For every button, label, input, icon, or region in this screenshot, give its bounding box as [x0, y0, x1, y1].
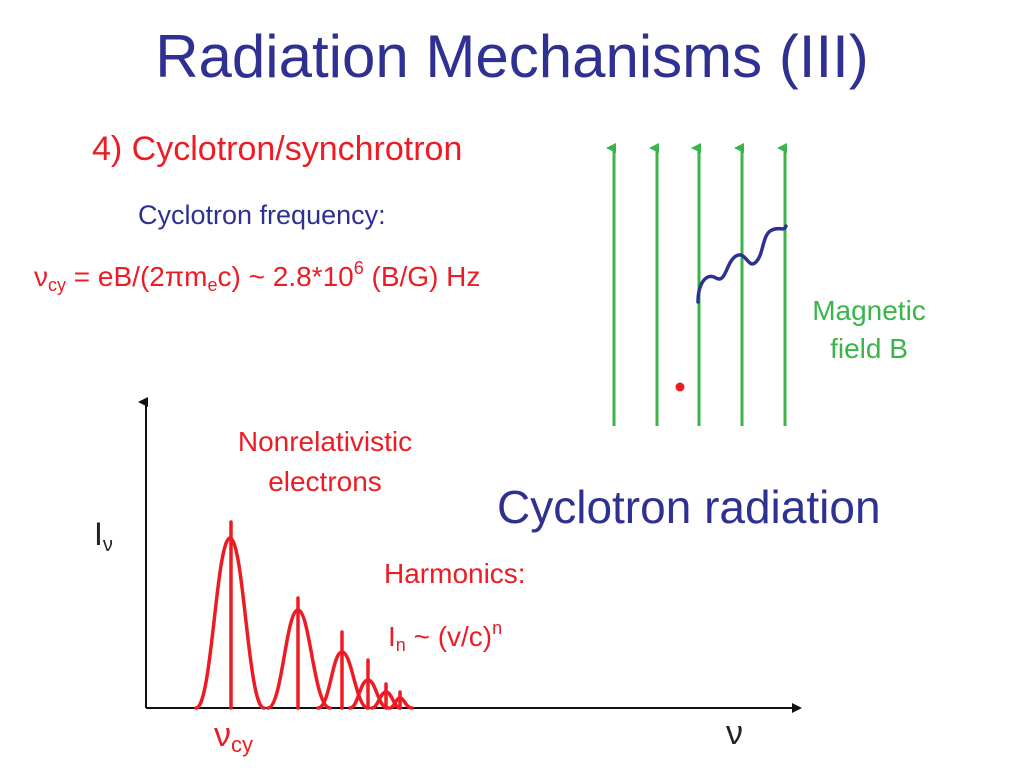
cyclotron-frequency-label: Cyclotron frequency: — [138, 200, 386, 230]
harmonics-exponent: n — [492, 618, 503, 638]
formula-nu-sub: cy — [48, 275, 66, 295]
harmonics-law: In ~ (v/c)n — [388, 618, 502, 656]
harmonics-i-sub: n — [395, 635, 406, 655]
x-axis-cyclotron-sub: cy — [231, 732, 253, 757]
nonrelativistic-electrons-label: Nonrelativistic electrons — [237, 426, 413, 497]
y-axis-label-main: I — [94, 516, 103, 552]
formula-exponent: 6 — [353, 258, 364, 278]
section-heading: 4) Cyclotron/synchrotron — [92, 130, 463, 168]
formula-pi: π — [164, 261, 185, 292]
electron-dot — [675, 382, 685, 392]
magnetic-field-label: Magnetic field B — [812, 295, 926, 364]
formula-m: m — [184, 261, 208, 292]
harmonic-peaks — [194, 520, 414, 710]
harmonics-label: Harmonics: — [384, 558, 526, 589]
cyclotron-frequency-formula: νcy = eB/(2πmec) ~ 2.8*106 (B/G) Hz — [34, 258, 480, 296]
harmonics-rest: ~ (v/c) — [405, 621, 493, 652]
cyclotron-radiation-label: Cyclotron radiation — [497, 481, 881, 533]
x-axis-cyclotron-main: ν — [214, 716, 231, 754]
formula-nu: ν — [34, 261, 48, 292]
x-axis-cyclotron-label: νcy — [214, 716, 253, 758]
y-axis-label-sub: ν — [102, 534, 113, 556]
harmonics-i: I — [388, 621, 396, 652]
x-axis-end-label: ν — [726, 714, 743, 752]
formula-unit: (B/G) Hz — [363, 261, 481, 292]
radiation-wave — [696, 224, 788, 304]
formula-rest: c) ~ 2.8*10 — [217, 261, 354, 292]
y-axis-label: Iν — [94, 516, 113, 557]
formula-equals: = eB/(2 — [66, 261, 165, 292]
slide-title: Radiation Mechanisms (III) — [155, 23, 869, 90]
formula-m-sub: e — [207, 275, 218, 295]
